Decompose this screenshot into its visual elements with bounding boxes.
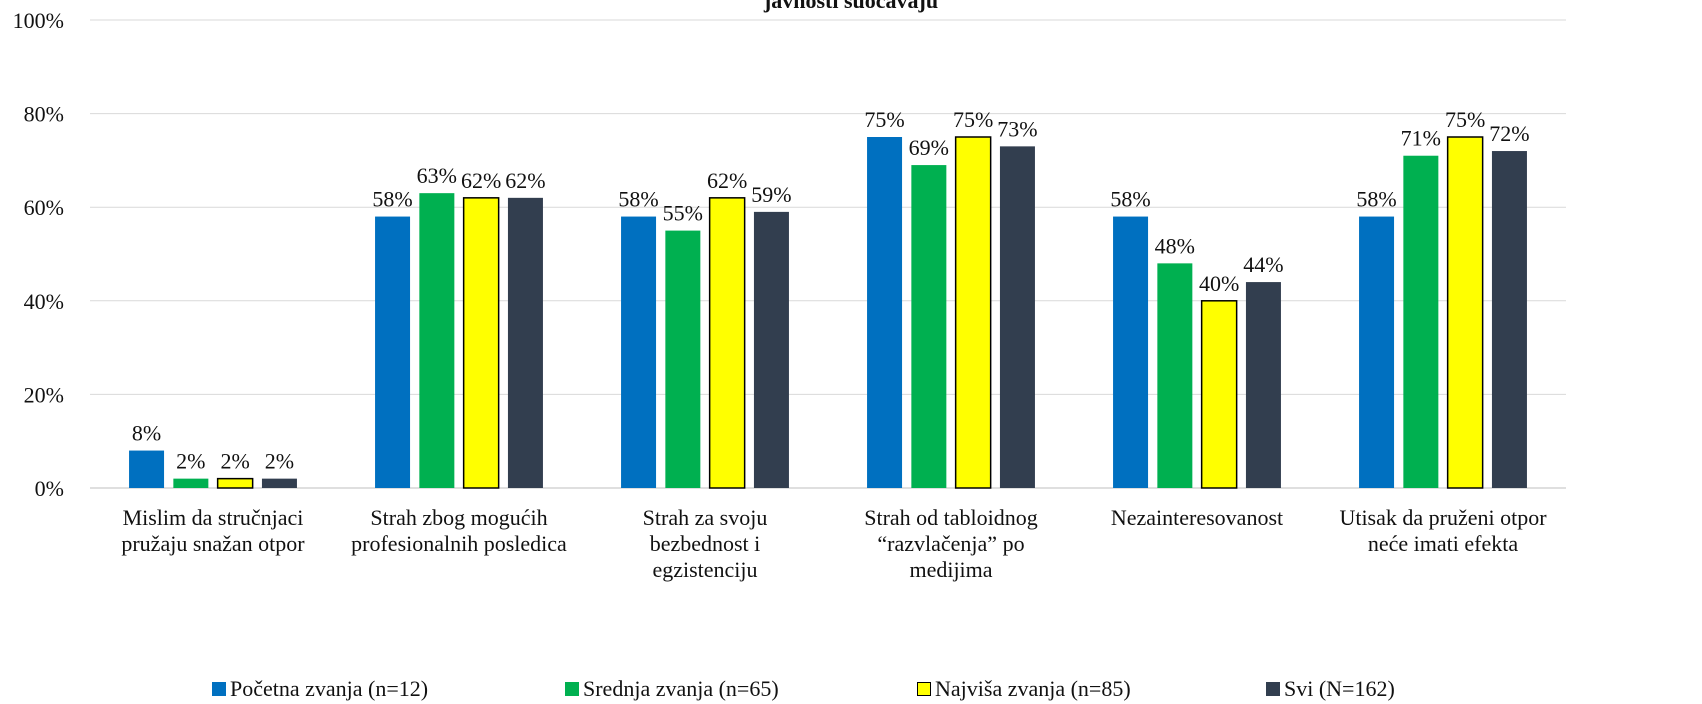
data-label: 71% [1401, 126, 1441, 151]
data-label: 58% [618, 187, 658, 212]
bar [753, 211, 789, 488]
legend-label: Srednja zvanja (n=65) [583, 676, 779, 701]
bar [1113, 216, 1149, 488]
data-label: 73% [997, 116, 1037, 141]
x-tick-label: Strah od tabloidnog “razvlačenja” po medij… [864, 505, 1038, 582]
bar [129, 450, 165, 488]
bar [665, 230, 701, 488]
x-tick-label: Strah zbog mogućih profesionalnih posledi… [351, 505, 567, 556]
bar [462, 197, 500, 489]
data-label: 2% [220, 449, 249, 474]
bar [1200, 300, 1238, 489]
bar [375, 216, 411, 488]
data-label: 44% [1243, 252, 1283, 277]
legend-label: Početna zvanja (n=12) [230, 676, 429, 701]
legend-item: Svi (N=162) [1266, 676, 1395, 702]
data-label: 58% [1356, 187, 1396, 212]
data-label: 62% [461, 168, 501, 193]
legend-item: Početna zvanja (n=12) [212, 676, 428, 702]
data-label: 58% [372, 187, 412, 212]
data-label: 40% [1199, 271, 1239, 296]
legend-swatch [1266, 682, 1280, 696]
bar [708, 197, 746, 489]
chart-legend: Početna zvanja (n=12) Srednja zvanja (n=6… [0, 676, 1702, 702]
data-label: 75% [864, 107, 904, 132]
bar [507, 197, 543, 488]
bar [911, 165, 947, 488]
data-label: 75% [1445, 107, 1485, 132]
y-tick-label: 20% [24, 382, 64, 407]
data-label: 2% [176, 449, 205, 474]
bar [261, 478, 297, 488]
legend-label: Najviša zvanja (n=85) [935, 676, 1131, 701]
bar [1491, 151, 1527, 489]
bar [1446, 136, 1484, 489]
legend-item: Najviša zvanja (n=85) [917, 676, 1131, 702]
legend-item: Srednja zvanja (n=65) [565, 676, 779, 702]
y-tick-label: 40% [24, 289, 64, 314]
data-label: 48% [1155, 233, 1195, 258]
data-label: 62% [505, 168, 545, 193]
data-label: 55% [663, 201, 703, 226]
x-tick-label: Strah za svoju bezbednost i egzistenciju [643, 505, 768, 582]
data-label: 59% [751, 182, 791, 207]
x-tick-label: Mislim da stručnjaci pružaju snažan otpor [121, 505, 305, 556]
data-label: 72% [1489, 121, 1529, 146]
bar [1157, 263, 1193, 488]
bar [954, 136, 992, 489]
bar [999, 146, 1035, 489]
x-tick-label: Nezainteresovanost [1111, 505, 1283, 530]
legend-swatch [565, 682, 579, 696]
bar [621, 216, 657, 488]
bar [1245, 282, 1281, 488]
y-tick-label: 80% [24, 102, 64, 127]
data-label: 62% [707, 168, 747, 193]
bar [173, 478, 209, 488]
data-label: 2% [265, 449, 294, 474]
y-tick-label: 60% [24, 195, 64, 220]
bar [216, 477, 254, 489]
data-label: 75% [953, 107, 993, 132]
legend-label: Svi (N=162) [1284, 676, 1395, 701]
chart-title: javnosti suočavaju [763, 0, 939, 13]
x-tick-label: Utisak da pruženi otpor neće imati efekta [1339, 505, 1547, 556]
data-label: 58% [1110, 187, 1150, 212]
data-label: 8% [132, 421, 161, 446]
data-label: 63% [417, 163, 457, 188]
y-tick-label: 100% [13, 8, 64, 33]
bar [1403, 155, 1439, 488]
data-label: 69% [909, 135, 949, 160]
legend-swatch [917, 682, 931, 696]
bar [419, 193, 455, 488]
bar [867, 137, 903, 488]
legend-swatch [212, 682, 226, 696]
bar [1359, 216, 1395, 488]
y-tick-label: 0% [35, 476, 64, 501]
